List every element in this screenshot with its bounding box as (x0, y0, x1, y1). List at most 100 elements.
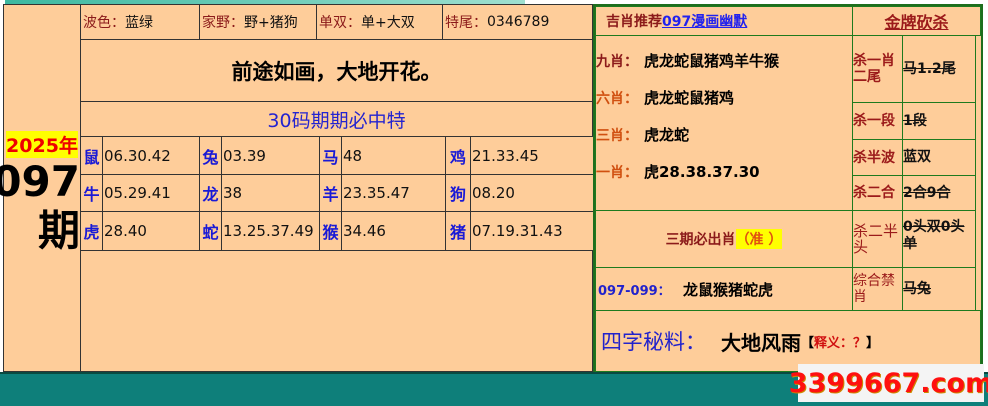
kill-value-text: 马兔 (903, 280, 931, 297)
secret-box: 四字秘料： 大地风雨【释义：？】 (595, 310, 981, 372)
kill-title-text: 金牌砍杀 (884, 13, 949, 32)
info-value: 蓝绿 (125, 15, 153, 31)
zodiac-numbers: 07.19.31.43 (470, 211, 594, 251)
three-period-label: 三期必出肖 (665, 232, 736, 248)
zodiac-label: 蛇 (199, 211, 222, 251)
bracket: 【 (801, 335, 815, 351)
pick-label: 六肖： (596, 90, 638, 107)
info-label: 特尾： (445, 15, 487, 31)
zodiac-label: 羊 (319, 174, 342, 212)
info-tewei: 特尾： 0346789 (442, 4, 593, 40)
info-value: 0346789 (487, 14, 550, 30)
zodiac-numbers: 38 (221, 174, 321, 212)
zodiac-numbers: 06.30.42 (102, 136, 202, 175)
watermark-text: 3399667.com (788, 367, 988, 399)
pick-row: 九肖： 虎龙蛇鼠猪鸡羊牛猴 (596, 42, 779, 79)
zodiac-label: 鼠 (80, 136, 103, 175)
zodiac-numbers: 21.33.45 (470, 136, 594, 175)
bracket: 】 (866, 335, 880, 351)
zodiac-label: 龙 (199, 174, 222, 212)
info-label: 单双： (319, 15, 361, 31)
kill-label: 杀二合 (852, 175, 903, 211)
kill-label-text: 杀一肖二尾 (853, 53, 895, 85)
zodiac-label: 猪 (445, 211, 471, 251)
kill-label-text: 杀二合 (853, 185, 895, 201)
range-label: 097-099： (598, 283, 671, 299)
kill-label-text: 杀二半头 (853, 222, 899, 256)
zodiac-label: 鸡 (445, 136, 471, 175)
issue-cell: 2025年 097 期 (0, 4, 81, 372)
secret-label: 四字秘料： (601, 330, 706, 354)
kill-value-text: 蓝双 (903, 149, 931, 165)
kill-label-text: 综合禁肖 (853, 273, 895, 305)
info-value: 单+大双 (361, 15, 415, 31)
zodiac-numbers: 23.35.47 (341, 174, 446, 212)
secret-value: 大地风雨 (721, 330, 801, 355)
picks-box: 九肖： 虎龙蛇鼠猪鸡羊牛猴 六肖： 虎龙蛇鼠猪鸡 三肖： 虎龙蛇 一肖： 虎28.38.… (595, 35, 853, 211)
zodiac-numbers: 08.20 (470, 174, 594, 212)
zodiac-numbers: 48 (341, 136, 446, 175)
comic-link[interactable]: 097漫画幽默 (662, 14, 748, 30)
pick-value: 虎28.38.37.30 (644, 163, 760, 181)
info-danshuang: 单双： 单+大双 (316, 4, 443, 40)
watermark-logo: 3399667.com (789, 364, 988, 402)
zodiac-numbers: 34.46 (341, 211, 446, 251)
grid-title-text: 30码期期必中特 (267, 109, 406, 132)
top-strip (5, 0, 525, 4)
info-label: 家野： (202, 15, 244, 31)
motto-text: 前途如画，大地开花。 (231, 59, 442, 84)
kill-label-text: 杀一段 (853, 113, 895, 129)
pick-row: 三肖： 虎龙蛇 (596, 116, 689, 153)
three-period-box: 三期必出肖 （准 ） (595, 210, 853, 268)
kill-value: 0头双0头单 (902, 210, 976, 268)
pick-label: 九肖： (596, 53, 638, 70)
pick-value: 虎龙蛇鼠猪鸡羊牛猴 (644, 52, 780, 70)
info-value: 野+猪狗 (244, 15, 298, 31)
kill-value: 马兔 (902, 267, 976, 311)
zodiac-numbers: 05.29.41 (102, 174, 202, 212)
kill-label: 杀二半头 (852, 210, 903, 268)
issue-number: 097 (0, 156, 80, 206)
kill-label: 杀半波 (852, 139, 903, 176)
pick-value: 虎龙蛇鼠猪鸡 (644, 89, 735, 107)
kill-value: 1段 (902, 102, 976, 140)
kill-value: 马1.2尾 (902, 35, 976, 103)
empty-area (80, 250, 593, 372)
pick-value: 虎龙蛇 (644, 126, 690, 144)
info-label: 波色： (83, 15, 125, 31)
kill-value-text: 2合9合 (903, 184, 951, 201)
zodiac-numbers: 13.25.37.49 (221, 211, 321, 251)
range-value: 龙鼠猴猪蛇虎 (683, 280, 774, 299)
year-label: 2025年 (6, 130, 78, 158)
range-box: 097-099： 龙鼠猴猪蛇虎 (595, 267, 853, 311)
motto: 前途如画，大地开花。 (80, 39, 593, 102)
kill-value: 蓝双 (902, 139, 976, 176)
kill-value: 2合9合 (902, 175, 976, 211)
kill-value-text: 1段 (903, 112, 927, 129)
kill-value-text: 0头双0头单 (903, 219, 965, 252)
zodiac-label: 虎 (80, 211, 103, 251)
issue-suffix: 期 (37, 205, 80, 255)
zodiac-numbers: 03.39 (221, 136, 321, 175)
recommend-header: 吉肖推荐 097漫画幽默 (595, 6, 853, 36)
recommend-label: 吉肖推荐 (606, 14, 662, 30)
zodiac-label: 狗 (445, 174, 471, 212)
zodiac-label: 猴 (319, 211, 342, 251)
kill-label: 综合禁肖 (852, 267, 903, 311)
pick-row: 六肖： 虎龙蛇鼠猪鸡 (596, 79, 734, 116)
three-period-note: （准 ） (735, 229, 783, 249)
kill-label-text: 杀半波 (853, 149, 895, 166)
pick-row: 一肖： 虎28.38.37.30 (596, 153, 760, 190)
info-bowave: 波色： 蓝绿 (80, 4, 200, 40)
kill-value-text: 马1.2尾 (903, 60, 956, 77)
grid-title: 30码期期必中特 (80, 101, 593, 137)
pick-label: 三肖： (596, 127, 638, 144)
zodiac-label: 马 (319, 136, 342, 175)
kill-title: 金牌砍杀 (852, 6, 981, 36)
zodiac-numbers: 28.40 (102, 211, 202, 251)
secret-note: 释义：？ (814, 335, 867, 351)
kill-label: 杀一段 (852, 102, 903, 140)
info-jiaye: 家野： 野+猪狗 (199, 4, 317, 40)
pick-label: 一肖： (596, 164, 638, 181)
zodiac-label: 牛 (80, 174, 103, 212)
